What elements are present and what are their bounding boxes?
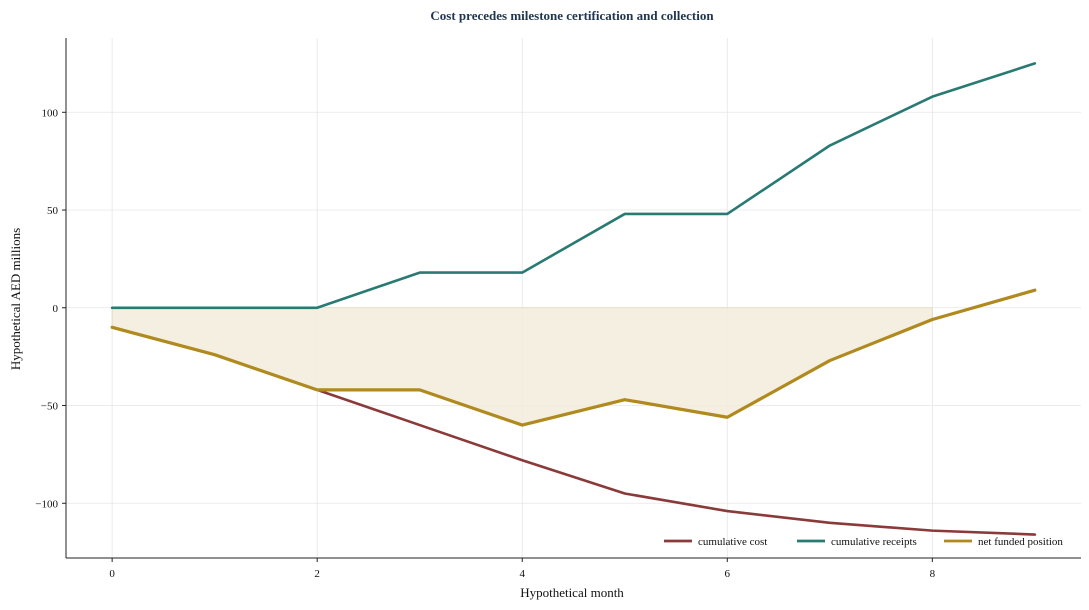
axes: 0 2 4 6 8 −100 −50 0 50 100 [35,38,1081,580]
legend-label: net funded position [978,536,1063,548]
y-tick-label: −50 [41,401,59,413]
deficit-shading [111,307,933,426]
x-tick-label: 6 [725,568,731,580]
y-tick-label: −100 [35,498,58,510]
legend-item-1: cumulative cost [664,536,767,548]
x-tick-label: 2 [314,568,320,580]
legend-item-3: net funded position [944,536,1063,548]
x-tick-label: 0 [109,568,115,580]
y-tick-label: 0 [53,303,59,315]
x-tick-label: 4 [519,568,525,580]
legend-label: cumulative cost [698,536,767,548]
y-tick-label: 100 [42,107,59,119]
x-tick-label: 8 [930,568,936,580]
grid [66,38,1081,558]
x-axis-label: Hypothetical month [520,585,624,600]
legend-label: cumulative receipts [831,536,917,548]
series-line-3 [110,288,1037,427]
deficit-area [111,307,933,426]
y-tick-label: 50 [47,205,59,217]
series-line-2 [110,62,1037,310]
series-lines [110,62,1037,536]
legend-item-2: cumulative receipts [797,536,917,548]
legend: cumulative cost cumulative receipts net fu… [664,536,1063,548]
chart-title: Cost precedes milestone certification an… [430,8,714,23]
y-axis-label: Hypothetical AED millions [8,228,23,370]
